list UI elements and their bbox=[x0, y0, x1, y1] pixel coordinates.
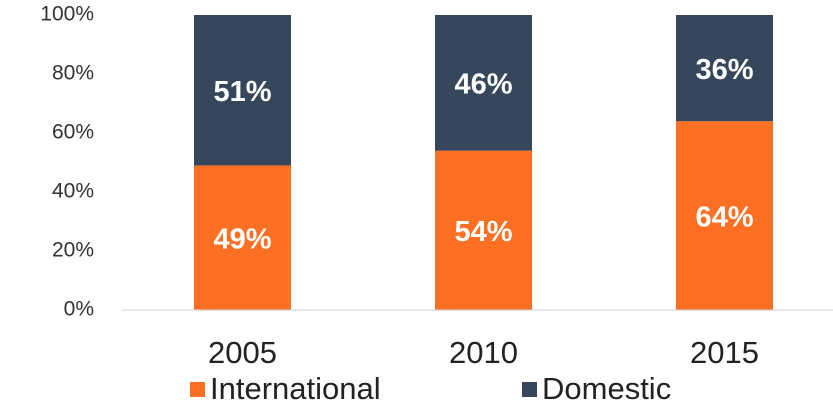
bar-segment bbox=[435, 150, 532, 310]
bar-segment bbox=[676, 15, 773, 122]
bar-segment bbox=[194, 165, 291, 310]
y-tick-label: 100% bbox=[40, 3, 94, 26]
bar-segment bbox=[435, 15, 532, 151]
legend-swatch bbox=[190, 382, 205, 397]
x-tick-label: 2005 bbox=[208, 335, 277, 370]
bar-segment bbox=[676, 121, 773, 310]
legend-swatch bbox=[522, 382, 537, 397]
y-tick-label: 40% bbox=[52, 180, 94, 203]
data-label: 46% bbox=[454, 69, 512, 101]
x-tick-label: 2010 bbox=[449, 335, 518, 370]
data-label: 64% bbox=[695, 201, 753, 233]
legend-label: International bbox=[210, 371, 381, 406]
y-tick-label: 20% bbox=[52, 239, 94, 262]
data-label: 49% bbox=[213, 223, 271, 255]
bar-segment bbox=[194, 15, 291, 166]
data-label: 54% bbox=[454, 216, 512, 248]
y-tick-label: 0% bbox=[64, 298, 94, 321]
x-tick-label: 2015 bbox=[690, 335, 759, 370]
data-label: 51% bbox=[213, 76, 271, 108]
data-label: 36% bbox=[695, 54, 753, 86]
y-tick-label: 60% bbox=[52, 121, 94, 144]
y-tick-label: 80% bbox=[52, 62, 94, 85]
legend-label: Domestic bbox=[542, 371, 671, 406]
